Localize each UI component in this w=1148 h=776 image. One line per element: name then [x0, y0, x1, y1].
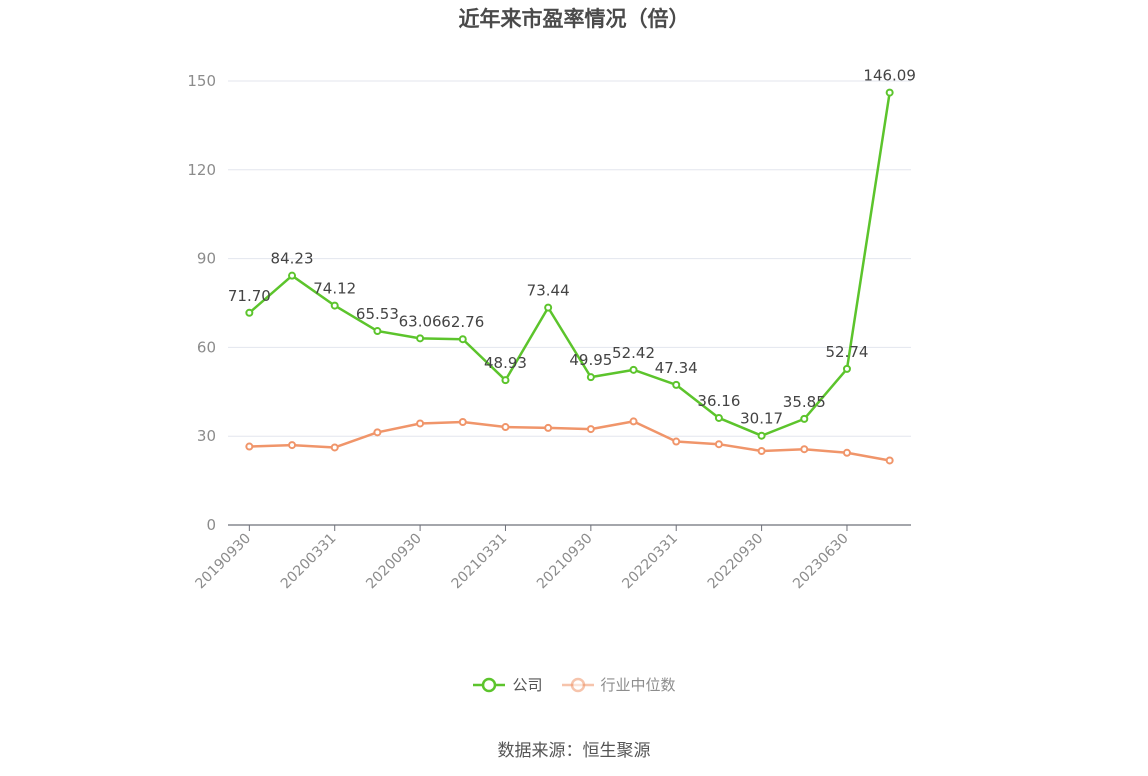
x-tick-label: 20210331	[449, 531, 511, 593]
x-tick-label: 20200331	[278, 531, 340, 593]
data-point-industry-median	[800, 445, 809, 454]
legend-label-company: 公司	[512, 676, 543, 694]
data-point-industry-median	[544, 423, 553, 432]
data-point-industry-median	[373, 428, 382, 437]
data-label-company: 52.74	[825, 343, 868, 361]
data-label-company: 146.09	[863, 67, 916, 85]
series-line-company	[248, 92, 891, 437]
data-point-company	[330, 301, 339, 310]
data-label-company: 73.44	[527, 282, 570, 300]
data-point-industry-median	[458, 417, 467, 426]
data-point-company	[885, 88, 894, 97]
data-point-company	[757, 431, 766, 440]
chart-title: 近年来市盈率情况（倍）	[458, 7, 690, 31]
y-tick-label: 60	[197, 338, 216, 356]
x-tick-label: 20200930	[363, 531, 425, 593]
y-tick-label: 30	[197, 427, 216, 445]
data-point-company	[800, 414, 809, 423]
data-point-industry-median	[330, 443, 339, 452]
data-point-industry-median	[885, 456, 894, 465]
data-point-industry-median	[629, 417, 638, 426]
y-tick-label: 0	[206, 516, 216, 534]
y-tick-label: 90	[197, 250, 216, 268]
legend: 公司 行业中位数	[0, 674, 1148, 695]
data-label-company: 84.23	[271, 250, 314, 268]
data-label-company: 65.53	[356, 305, 399, 323]
data-point-company	[842, 364, 851, 373]
series-line-industry-median	[249, 420, 890, 462]
data-point-industry-median	[416, 419, 425, 428]
legend-item-company[interactable]: 公司	[472, 674, 543, 695]
data-point-company	[544, 303, 553, 312]
y-tick-label: 150	[187, 72, 216, 90]
y-tick-label: 120	[187, 161, 216, 179]
data-point-industry-median	[245, 442, 254, 451]
data-point-industry-median	[714, 440, 723, 449]
x-tick-label: 20210930	[534, 531, 596, 593]
legend-label-industry-median: 行业中位数	[600, 676, 676, 694]
data-source: 数据来源：恒生聚源	[497, 741, 651, 761]
data-point-industry-median	[586, 425, 595, 434]
x-tick-label: 20220331	[619, 531, 681, 593]
data-label-company: 49.95	[569, 351, 612, 369]
data-point-industry-median	[672, 437, 681, 446]
data-point-industry-median	[288, 441, 297, 450]
x-tick-label: 20190930	[192, 531, 254, 593]
data-point-company	[288, 271, 297, 280]
data-label-company: 48.93	[484, 354, 527, 372]
data-point-company	[501, 376, 510, 385]
data-point-industry-median	[757, 447, 766, 455]
legend-line-marker-icon	[561, 677, 594, 692]
legend-item-industry-median[interactable]: 行业中位数	[561, 674, 676, 695]
data-label-company: 47.34	[655, 359, 698, 377]
data-point-company	[245, 308, 254, 317]
x-tick-label: 20230630	[790, 531, 852, 593]
data-point-company	[629, 365, 638, 374]
data-label-company: 74.12	[313, 280, 356, 298]
data-label-company: 35.85	[783, 393, 826, 411]
line-chart: 0 30 60 90 120 150 20190930 20200331 20200930 202…	[187, 67, 916, 593]
legend-line-marker-icon	[473, 677, 506, 692]
data-point-company	[416, 334, 425, 343]
data-label-company: 52.42	[612, 344, 655, 362]
data-point-company	[373, 327, 382, 336]
data-label-company: 62.76	[441, 313, 484, 331]
data-point-company	[586, 373, 595, 382]
data-point-industry-median	[501, 423, 510, 432]
data-label-company: 36.16	[697, 392, 740, 410]
x-tick-label: 20220930	[705, 531, 767, 593]
data-point-company	[672, 380, 681, 389]
data-label-company: 63.06	[399, 312, 442, 330]
data-point-industry-median	[842, 448, 851, 457]
data-label-company: 71.70	[228, 287, 271, 305]
data-point-company	[458, 335, 467, 344]
data-point-company	[714, 413, 723, 422]
data-label-company: 30.17	[740, 410, 783, 428]
